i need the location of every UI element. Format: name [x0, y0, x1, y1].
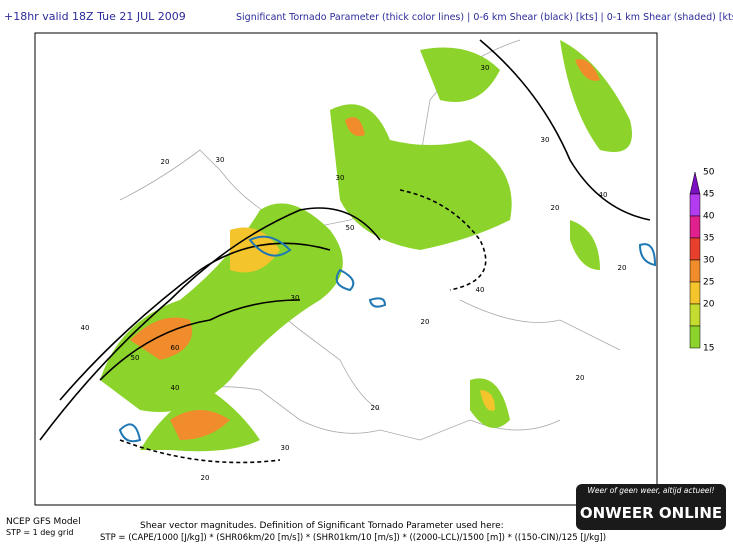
- valid-time: +18hr valid 18Z Tue 21 JUL 2009: [4, 10, 186, 23]
- contour-label: 40: [599, 191, 608, 199]
- legend-label: 30: [703, 256, 715, 266]
- legend-swatch: [689, 193, 701, 217]
- contour-label: 30: [216, 156, 225, 164]
- model-name: NCEP GFS Model: [6, 517, 81, 527]
- legend-label: 40: [703, 212, 715, 222]
- logo-slogan: Weer of geen weer, altijd actueel!: [587, 486, 714, 495]
- legend-swatch: [689, 259, 701, 283]
- contour-label: 30: [541, 136, 550, 144]
- legend-label: 35: [703, 234, 714, 244]
- legend-label: 20: [703, 300, 715, 310]
- contour-label: 20: [371, 404, 380, 412]
- shear-contours: [39, 39, 651, 464]
- legend-label: 45: [703, 190, 714, 200]
- legend-label: 15: [703, 344, 714, 354]
- map-frame: [34, 32, 658, 506]
- contour-label: 30: [336, 174, 345, 182]
- legend-swatch: [689, 237, 701, 261]
- logo-name: ONWEER ONLINE: [580, 504, 722, 522]
- contour-labels: 20 30 40 50 60 30 40 20 30 50 40 20 30 2…: [81, 64, 627, 482]
- legend-swatch: [689, 281, 701, 305]
- footer-note: Shear vector magnitudes. Definition of S…: [140, 521, 504, 531]
- shear-shading: [100, 40, 632, 452]
- logo-background: [576, 484, 726, 530]
- legend-label: 50: [703, 168, 715, 178]
- logo: Weer of geen weer, altijd actueel! ONWEE…: [576, 484, 726, 530]
- legend-label: 25: [703, 278, 714, 288]
- contour-label: 20: [618, 264, 627, 272]
- stp-formula: STP = (CAPE/1000 [J/kg]) * (SHR06km/20 […: [100, 533, 606, 543]
- contour-label: 40: [81, 324, 90, 332]
- stp-contours: [118, 235, 657, 443]
- legend-swatch: [689, 303, 701, 327]
- contour-label: 40: [171, 384, 180, 392]
- contour-label: 20: [421, 318, 430, 326]
- contour-label: 30: [481, 64, 490, 72]
- contour-label: 40: [476, 286, 485, 294]
- contour-label: 20: [551, 204, 560, 212]
- legend-swatch: [689, 325, 701, 349]
- contour-label: 50: [131, 354, 140, 362]
- contour-label: 60: [171, 344, 180, 352]
- color-legend: 50 45 40 35 30 25 20 15: [689, 168, 715, 354]
- map: 20 30 40 50 60 30 40 20 30 50 40 20 30 2…: [34, 32, 658, 506]
- contour-label: 30: [291, 294, 300, 302]
- contour-label: 50: [346, 224, 355, 232]
- contour-label: 20: [161, 158, 170, 166]
- grid-info: STP = 1 deg grid: [6, 528, 74, 537]
- contour-label: 20: [201, 474, 210, 482]
- contour-label: 20: [576, 374, 585, 382]
- legend-swatch: [689, 215, 701, 239]
- contour-label: 30: [281, 444, 290, 452]
- legend-swatch: [689, 171, 701, 195]
- map-description: Significant Tornado Parameter (thick col…: [236, 12, 733, 23]
